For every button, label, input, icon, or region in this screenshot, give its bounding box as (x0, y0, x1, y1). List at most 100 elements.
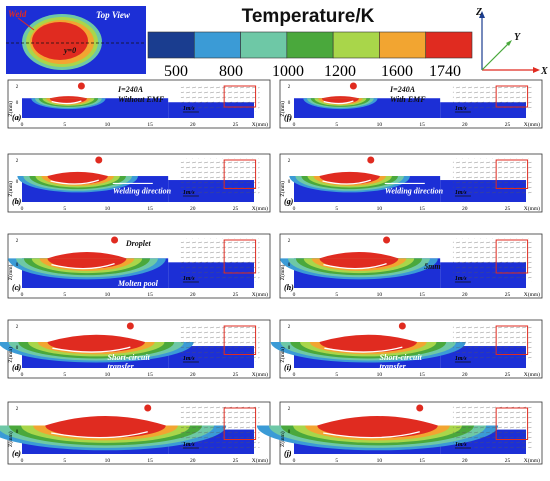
velocity-field (180, 406, 260, 448)
velocity-field (452, 238, 532, 282)
x-tick: 15 (147, 458, 153, 464)
x-tick: 15 (419, 122, 425, 128)
flow-arrow (51, 262, 115, 270)
scale-label: 1m/s (183, 442, 195, 448)
panel-note: 5mm (424, 262, 440, 271)
panel: 1m/sZ(mm)20-20 5 10 15 20 25 X(mm)(a)I=240AWit… (7, 79, 271, 129)
panel: 1m/sZ(mm)20-20 5 10 15 20 25 X(mm)(b)Welding d… (7, 153, 271, 213)
x-tick: 0 (293, 372, 296, 378)
x-tick: 5 (63, 122, 66, 128)
x-axis-label: X(mm) (524, 291, 540, 298)
panel: 1m/sZ(mm)20-20 5 10 15 20 25 X(mm)(f)I=240AWit… (279, 79, 543, 129)
x-tick: 10 (377, 206, 383, 212)
zoom-box (223, 325, 257, 355)
droplet (77, 82, 85, 90)
flow-arrow (51, 100, 82, 105)
z-tick: 0 (288, 180, 291, 185)
colorbar: Temperature/K 500 800 1000 1200 1600 174… (147, 6, 473, 80)
z-axis-label: Z(mm) (7, 181, 14, 197)
x-tick: 15 (419, 458, 425, 464)
panel-note: I=240A (117, 85, 144, 94)
x-tick: 5 (63, 458, 66, 464)
molten-bump (49, 96, 87, 99)
panel: 1m/sZ(mm)20-20 5 10 15 20 25 X(mm)(j) (256, 401, 543, 465)
z-axis-label: Z(mm) (279, 431, 286, 447)
colorbar-segment (240, 31, 288, 59)
velocity-field (180, 238, 260, 282)
x-tick: 20 (462, 206, 468, 212)
z-axis-label: Z(mm) (279, 101, 286, 117)
x-tick: 25 (233, 458, 239, 464)
panel-note: I=240A (389, 85, 416, 94)
z-tick: 0 (16, 263, 19, 268)
x-tick: 0 (293, 458, 296, 464)
x-tick: 5 (335, 206, 338, 212)
scale-label: 1m/s (183, 190, 195, 196)
droplet (398, 322, 406, 330)
panel: 1m/sZ(mm)20-20 5 10 15 20 25 X(mm)(i)Short-cir… (270, 319, 543, 379)
z-tick: 2 (16, 239, 19, 244)
x-tick: 10 (105, 292, 111, 298)
colorbar-title: Temperature/K (242, 6, 375, 27)
velocity-field (180, 158, 260, 196)
z-tick: 0 (288, 101, 291, 106)
scale-label: 1m/s (455, 276, 467, 282)
z-axis-label: Z(mm) (7, 431, 14, 447)
x-tick: 10 (105, 122, 111, 128)
y0-label: y=0 (63, 46, 76, 55)
x-tick: 0 (21, 122, 24, 128)
x-tick: 20 (190, 122, 196, 128)
x-tick: 20 (462, 122, 468, 128)
zoom-box (495, 239, 529, 274)
panel: 1m/sZ(mm)20-20 5 10 15 20 25 X(mm)(g)Welding d… (279, 153, 543, 213)
colorbar-tick: 1000 (272, 63, 304, 80)
panel-note: transfer (380, 362, 407, 371)
x-axis-label: X(mm) (524, 371, 540, 378)
z-tick: -2 (15, 367, 20, 372)
colorbar-tick: 800 (219, 63, 243, 80)
x-tick: 15 (419, 206, 425, 212)
z-axis-label: Z(mm) (7, 101, 14, 117)
z-tick: -2 (287, 287, 292, 292)
scale-label: 1m/s (183, 106, 195, 112)
z-tick: 0 (288, 263, 291, 268)
colorbar-segment (147, 31, 195, 59)
x-tick: 5 (335, 122, 338, 128)
scale-label: 1m/s (455, 356, 467, 362)
zoom-box (223, 85, 257, 108)
panel: 1m/sZ(mm)20-20 5 10 15 20 25 X(mm)(d)Short-cir… (0, 319, 271, 379)
z-tick: -2 (15, 453, 20, 458)
z-tick: -2 (15, 201, 20, 206)
droplet (111, 236, 119, 244)
x-tick: 25 (233, 206, 239, 212)
z-tick: 0 (16, 430, 19, 435)
x-tick: 25 (505, 458, 511, 464)
x-axis-label: X(mm) (252, 457, 268, 464)
axis-x-label: X (540, 66, 548, 77)
flow-arrow (323, 431, 420, 439)
weld-label: Weld (8, 9, 27, 19)
panel-id: (e) (12, 449, 21, 458)
colorbar-segment (332, 31, 380, 59)
z-tick: -2 (287, 367, 292, 372)
x-tick: 5 (335, 372, 338, 378)
x-tick: 15 (147, 206, 153, 212)
z-tick: -2 (15, 117, 20, 122)
velocity-field (452, 158, 532, 196)
panel-note: With EMF (390, 95, 426, 104)
panel-note: Short-circuit (108, 353, 151, 362)
x-axis-label: X(mm) (252, 205, 268, 212)
x-tick: 0 (293, 292, 296, 298)
x-tick: 0 (21, 206, 24, 212)
z-tick: 0 (288, 346, 291, 351)
z-tick: 2 (16, 407, 19, 412)
z-tick: 2 (16, 85, 19, 90)
x-tick: 25 (505, 206, 511, 212)
zoom-box (495, 85, 529, 108)
x-axis-label: X(mm) (524, 457, 540, 464)
axis-z-label: Z (475, 7, 482, 18)
zoom-box (495, 159, 529, 189)
top-view-label: Top View (96, 10, 131, 20)
molten-bump (47, 251, 127, 259)
x-tick: 20 (462, 292, 468, 298)
